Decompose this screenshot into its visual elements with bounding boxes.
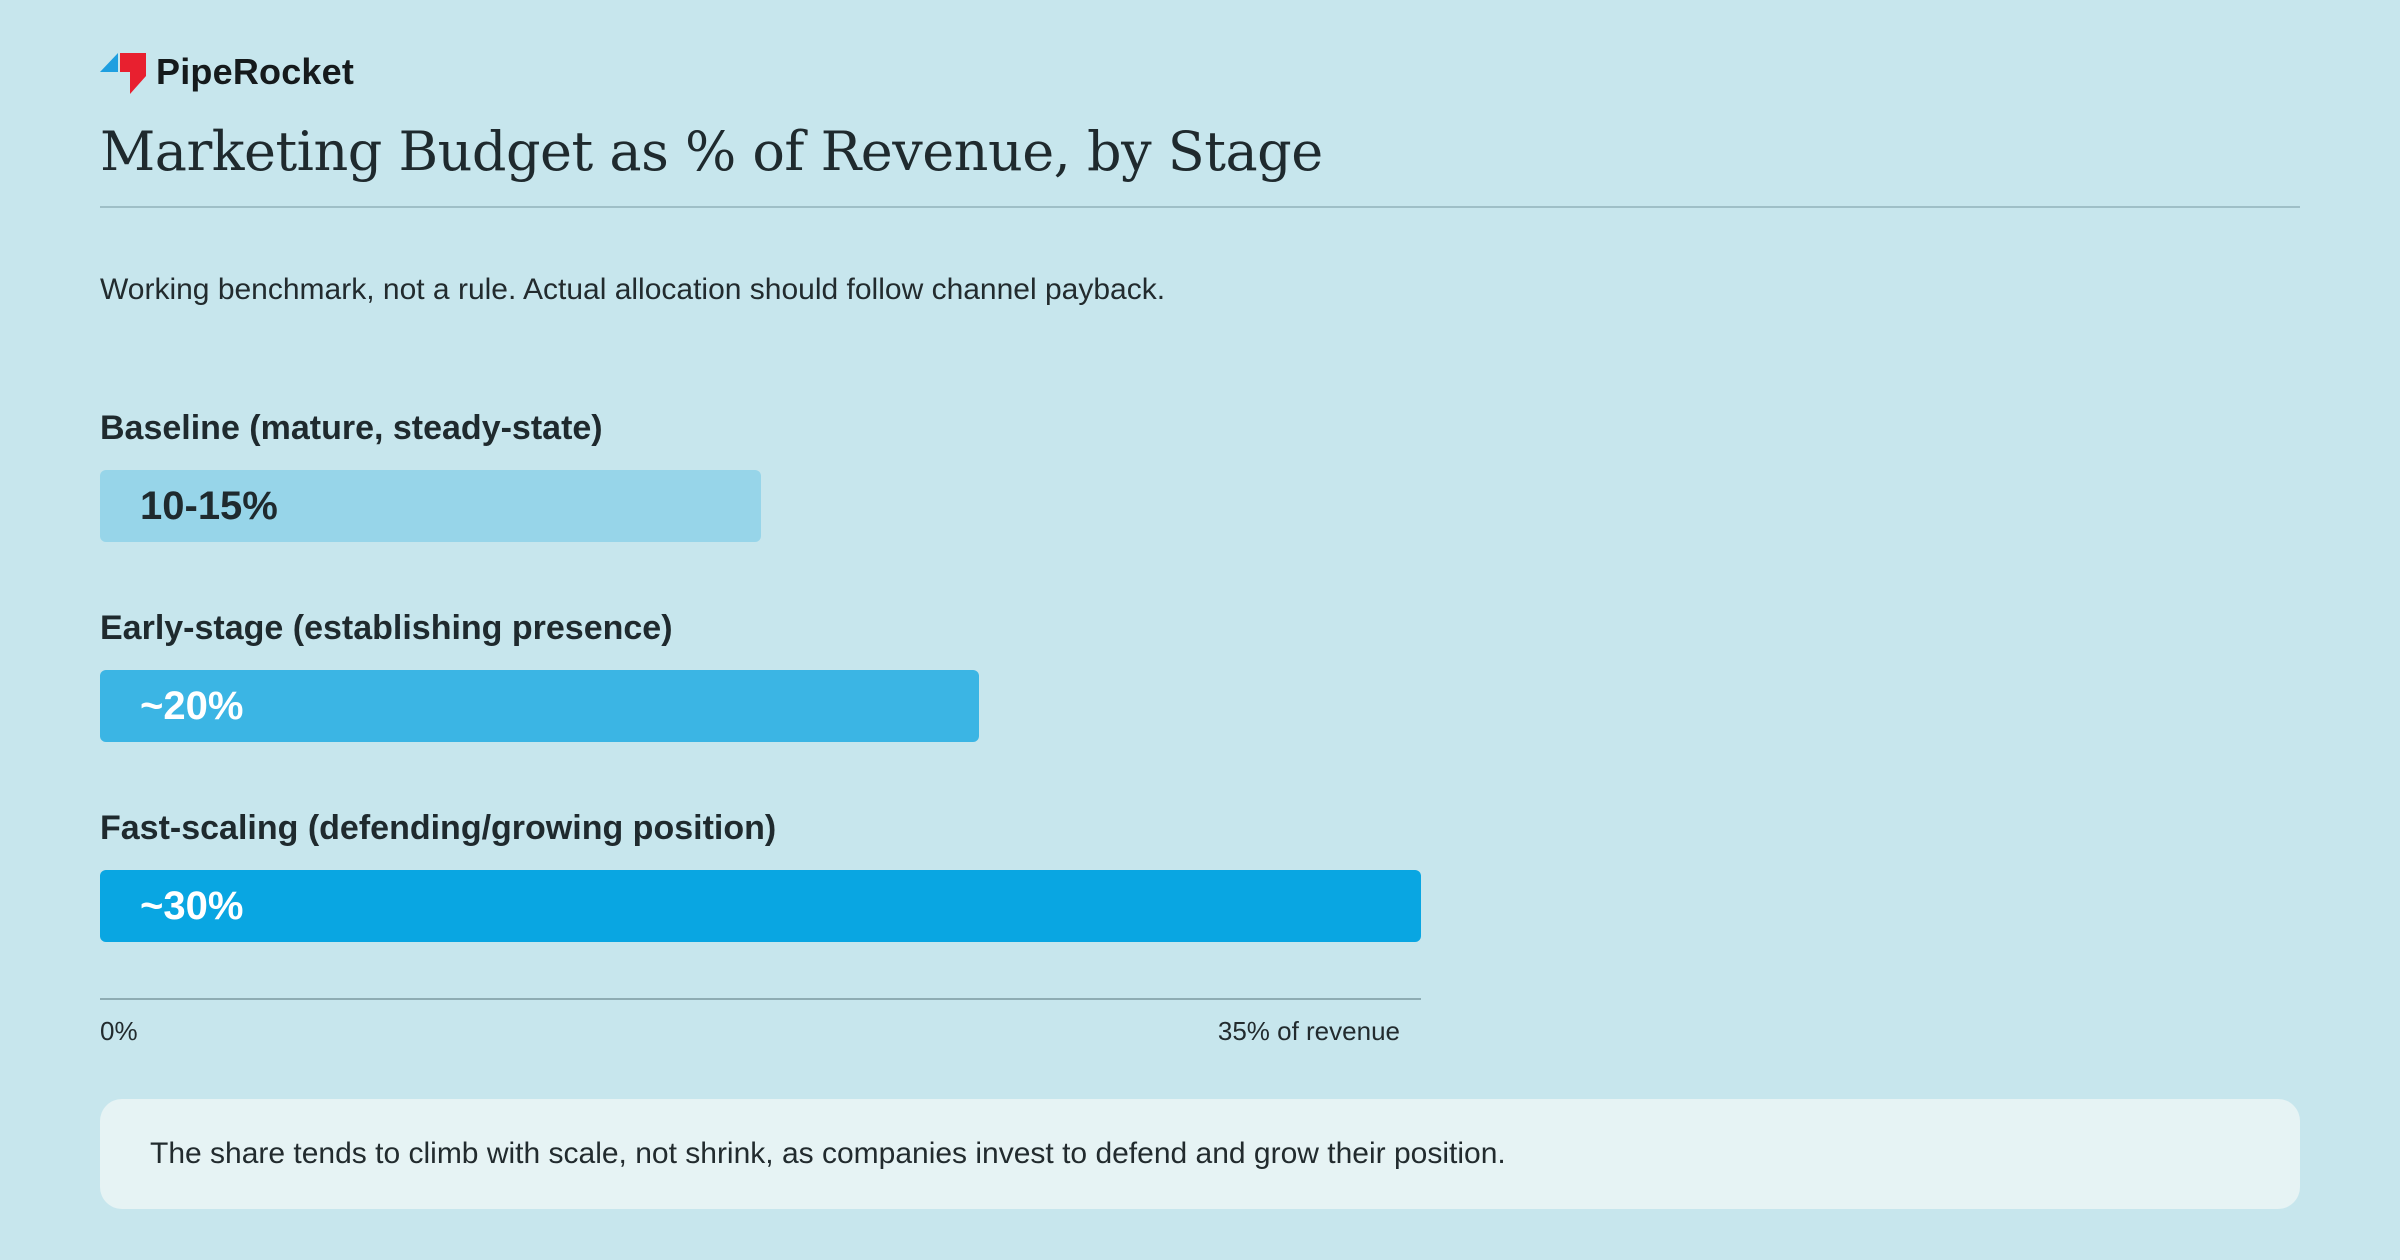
bar-fast-scaling bbox=[100, 870, 1421, 942]
page-title: Marketing Budget as % of Revenue, by Sta… bbox=[100, 120, 1323, 183]
chart-subtitle: Working benchmark, not a rule. Actual al… bbox=[100, 273, 1166, 306]
callout-note-text: The share tends to climb with scale, not… bbox=[150, 1137, 1506, 1170]
brand: PipeRocket bbox=[100, 50, 354, 94]
x-axis-max-label: 35% of revenue bbox=[1217, 1016, 1400, 1046]
bar-early-stage bbox=[100, 670, 980, 742]
bar-value-label-baseline: 10-15% bbox=[140, 484, 278, 528]
bar-baseline bbox=[100, 470, 761, 542]
bar-track-early-stage: ~20% bbox=[100, 670, 1421, 742]
x-axis-line bbox=[100, 998, 1421, 1000]
bar-track-fast-scaling: ~30% bbox=[100, 870, 1421, 942]
category-label-baseline: Baseline (mature, steady-state) bbox=[100, 409, 603, 447]
bar-track-baseline: 10-15% bbox=[100, 470, 1421, 542]
piperocket-logo-icon bbox=[100, 53, 146, 94]
title-divider bbox=[100, 206, 2300, 208]
bar-value-label-fast-scaling: ~30% bbox=[140, 884, 244, 928]
x-axis-min-label: 0% bbox=[100, 1016, 138, 1046]
bar-value-label-early-stage: ~20% bbox=[140, 684, 244, 728]
callout-note: The share tends to climb with scale, not… bbox=[100, 1099, 2300, 1209]
category-label-fast-scaling: Fast-scaling (defending/growing position… bbox=[100, 809, 777, 847]
brand-name: PipeRocket bbox=[156, 51, 355, 92]
category-label-early-stage: Early-stage (establishing presence) bbox=[100, 609, 673, 647]
